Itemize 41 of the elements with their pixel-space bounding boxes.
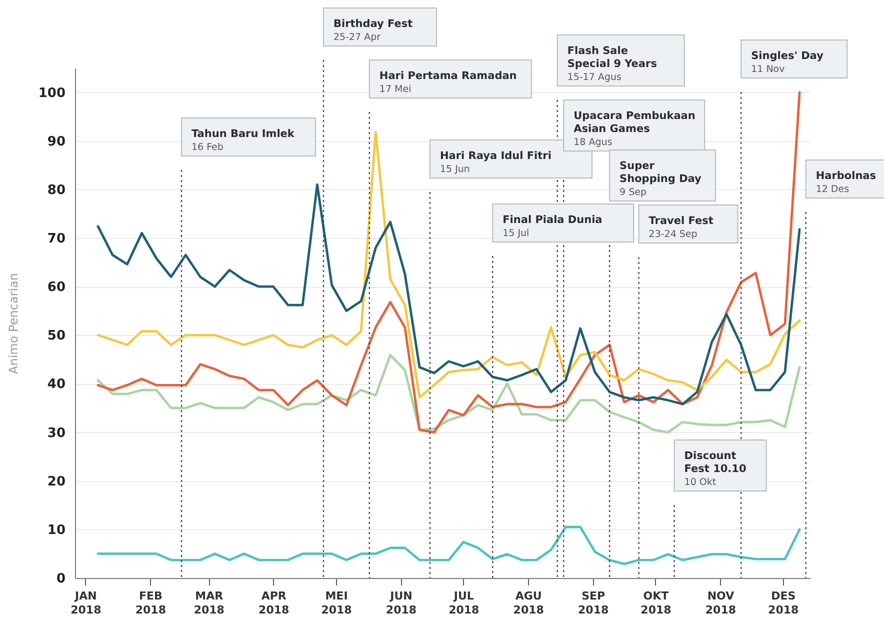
y-tick-label: 50 bbox=[47, 328, 66, 344]
x-tick-label: DES 2018 bbox=[768, 590, 799, 616]
y-tick-label: 20 bbox=[47, 474, 66, 490]
text: Final Piala Dunia 15 Jul bbox=[502, 214, 602, 239]
line-series bbox=[96, 183, 801, 406]
x-tick-label: FEB 2018 bbox=[135, 590, 166, 616]
y-tick-label: 0 bbox=[56, 572, 66, 586]
text: Singles' Day 11 Nov bbox=[751, 50, 824, 75]
y-tick-label: 90 bbox=[47, 134, 66, 150]
y-tick-label: 10 bbox=[47, 522, 66, 538]
text: Hari Raya Idul Fitri 15 Jun bbox=[440, 150, 552, 175]
text: Hari Pertama Ramadan 17 Mei bbox=[379, 70, 517, 95]
x-tick-label: OKT 2018 bbox=[640, 590, 672, 616]
line-series bbox=[96, 130, 801, 399]
text: Discount Fest 10.10 10 Okt bbox=[684, 450, 746, 488]
y-tick-label: 80 bbox=[47, 182, 66, 198]
y-tick-label: 40 bbox=[47, 377, 66, 392]
x-tick-label: JUN 2018 bbox=[386, 590, 417, 616]
line-series bbox=[96, 354, 801, 434]
text: Super Shopping Day 9 Sep bbox=[620, 160, 702, 198]
line-series bbox=[96, 91, 801, 434]
x-tick-label: MEI 2018 bbox=[321, 590, 352, 616]
text: Travel Fest 23-24 Sep bbox=[648, 215, 714, 240]
x-tick-label: SEP 2018 bbox=[578, 590, 609, 616]
y-axis-title: Animo Pencarian bbox=[6, 273, 20, 374]
y-tick-label: 70 bbox=[47, 232, 66, 246]
y-tick-label: 60 bbox=[47, 280, 66, 296]
x-tick-label: JUL 2018 bbox=[448, 590, 480, 616]
text: Birthday Fest 25-27 Apr bbox=[333, 18, 413, 43]
x-tick-label: MAR 2018 bbox=[194, 590, 224, 616]
text: Harbolnas 12 Des bbox=[816, 170, 876, 195]
text: Upacara Pembukaan Asian Games 18 Agus bbox=[574, 110, 696, 148]
y-tick-label: 30 bbox=[47, 426, 66, 441]
text: Tahun Baru Imlek 16 Feb bbox=[191, 128, 294, 153]
text: Flash Sale Special 9 Years 15-17 Agus bbox=[567, 45, 657, 83]
x-tick-label: AGU 2018 bbox=[513, 590, 544, 616]
x-tick-label: APR 2018 bbox=[258, 590, 290, 616]
y-tick-label: 100 bbox=[38, 86, 66, 101]
x-tick-label: JAN 2018 bbox=[70, 590, 102, 616]
line-series bbox=[96, 526, 801, 566]
x-tick-label: NOV 2018 bbox=[705, 590, 736, 616]
